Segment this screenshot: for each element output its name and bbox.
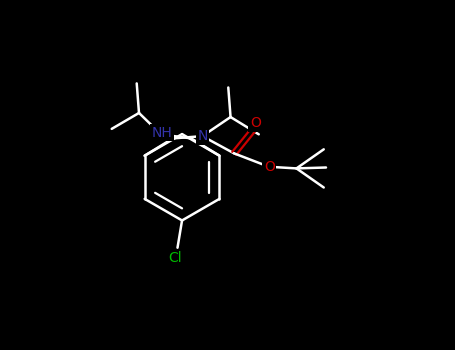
Text: Cl: Cl (168, 251, 182, 265)
Text: O: O (250, 116, 261, 130)
Text: NH: NH (152, 126, 172, 140)
Text: N: N (197, 129, 207, 143)
Text: O: O (264, 160, 275, 174)
